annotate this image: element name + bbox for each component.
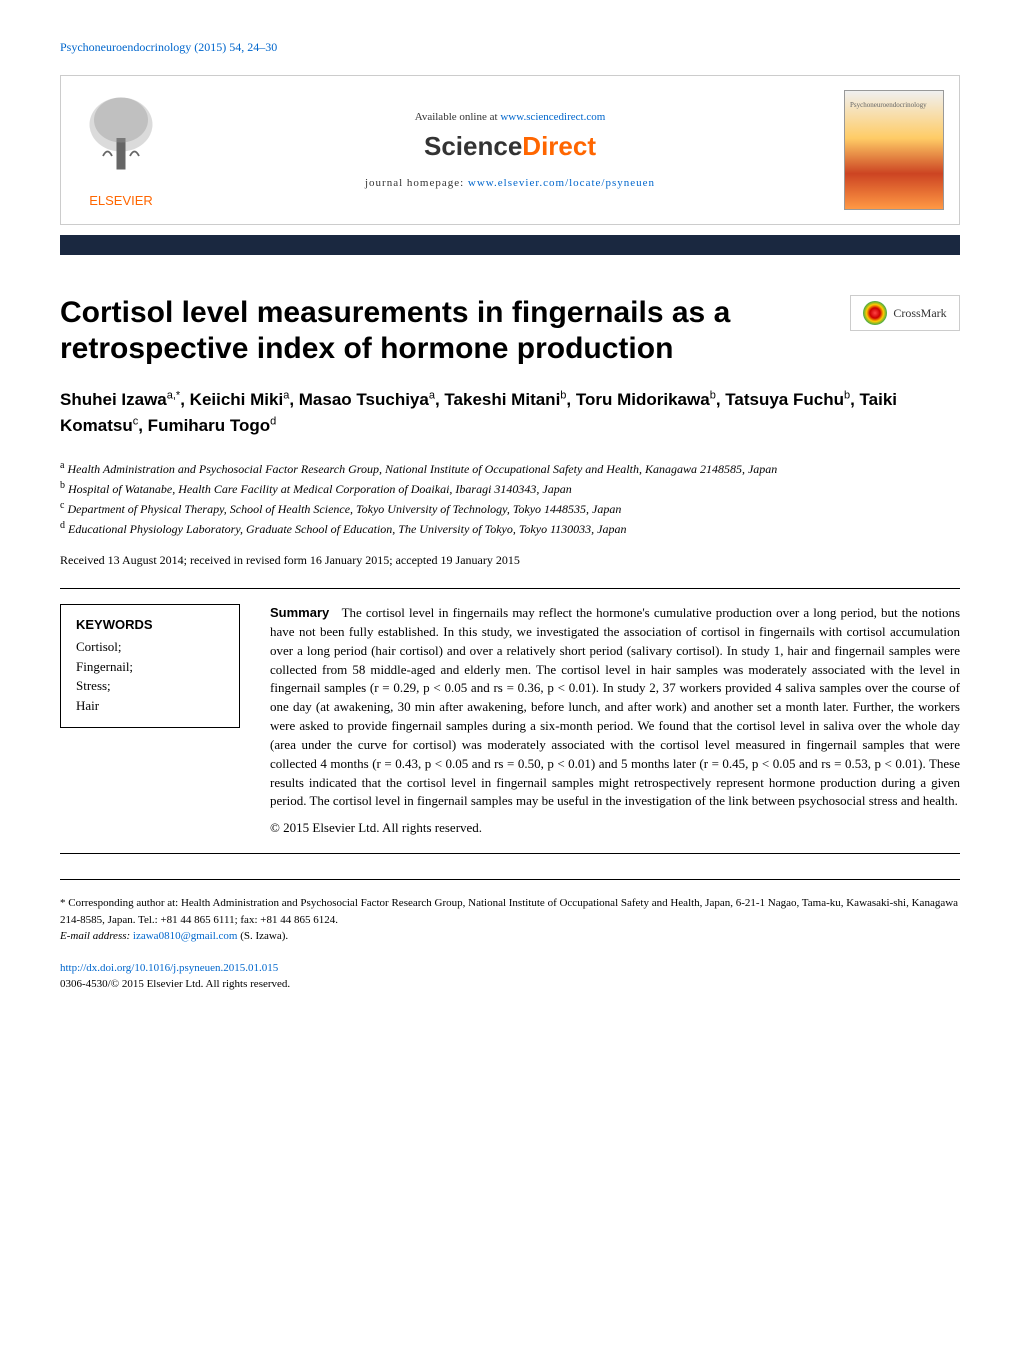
crossmark-icon	[863, 301, 887, 325]
crossmark-text: CrossMark	[893, 306, 946, 321]
journal-header-banner: ELSEVIER Available online at www.science…	[60, 75, 960, 225]
keywords-box: KEYWORDS Cortisol;Fingernail;Stress;Hair	[60, 604, 240, 728]
available-online-text: Available online at www.sciencedirect.co…	[181, 111, 839, 123]
summary-label: Summary	[270, 605, 329, 620]
sd-direct-text: Direct	[522, 131, 596, 161]
elsevier-logo: ELSEVIER	[61, 83, 181, 218]
journal-homepage-text: journal homepage: www.elsevier.com/locat…	[181, 177, 839, 189]
keywords-heading: KEYWORDS	[76, 617, 224, 632]
doi-link[interactable]: http://dx.doi.org/10.1016/j.psyneuen.201…	[60, 960, 960, 977]
sciencedirect-logo: ScienceDirect	[181, 131, 839, 162]
cover-title: Psychoneuroendocrinology	[850, 101, 927, 109]
journal-reference: Psychoneuroendocrinology (2015) 54, 24–3…	[60, 40, 960, 55]
email-link[interactable]: izawa0810@gmail.com	[133, 930, 238, 942]
issn-copyright: 0306-4530/© 2015 Elsevier Ltd. All right…	[60, 976, 960, 993]
banner-center: Available online at www.sciencedirect.co…	[181, 111, 839, 189]
journal-cover-image: Psychoneuroendocrinology	[844, 90, 944, 210]
footer-divider	[60, 879, 960, 880]
corresponding-text: * Corresponding author at: Health Admini…	[60, 895, 960, 928]
journal-cover: Psychoneuroendocrinology	[839, 85, 959, 215]
title-row: Cortisol level measurements in fingernai…	[60, 295, 960, 367]
article-title: Cortisol level measurements in fingernai…	[60, 295, 830, 367]
affiliation-c: c Department of Physical Therapy, School…	[60, 498, 960, 518]
corresponding-email-line: E-mail address: izawa0810@gmail.com (S. …	[60, 928, 960, 945]
crossmark-badge[interactable]: CrossMark	[850, 295, 960, 331]
affiliations: a Health Administration and Psychosocial…	[60, 458, 960, 538]
divider-top	[60, 588, 960, 589]
abstract-section: KEYWORDS Cortisol;Fingernail;Stress;Hair…	[60, 604, 960, 838]
authors-list: Shuhei Izawaa,*, Keiichi Mikia, Masao Ts…	[60, 387, 960, 438]
summary-copyright: © 2015 Elsevier Ltd. All rights reserved…	[270, 819, 960, 838]
article-dates: Received 13 August 2014; received in rev…	[60, 553, 960, 568]
summary-text: The cortisol level in fingernails may re…	[270, 605, 960, 808]
email-suffix: (S. Izawa).	[237, 930, 288, 942]
divider-bottom	[60, 853, 960, 854]
corresponding-author: * Corresponding author at: Health Admini…	[60, 895, 960, 945]
doi-section: http://dx.doi.org/10.1016/j.psyneuen.201…	[60, 960, 960, 993]
email-label: E-mail address:	[60, 930, 133, 942]
affiliation-a: a Health Administration and Psychosocial…	[60, 458, 960, 478]
available-label: Available online at	[415, 111, 501, 123]
summary-box: Summary The cortisol level in fingernail…	[270, 604, 960, 838]
sciencedirect-url[interactable]: www.sciencedirect.com	[500, 111, 605, 123]
dark-separator-bar	[60, 235, 960, 255]
homepage-label: journal homepage:	[365, 177, 468, 189]
elsevier-tree-icon	[76, 93, 166, 183]
sd-science-text: Science	[424, 131, 522, 161]
journal-homepage-link[interactable]: www.elsevier.com/locate/psyneuen	[468, 177, 655, 189]
affiliation-b: b Hospital of Watanabe, Health Care Faci…	[60, 478, 960, 498]
affiliation-d: d Educational Physiology Laboratory, Gra…	[60, 518, 960, 538]
keywords-list: Cortisol;Fingernail;Stress;Hair	[76, 637, 224, 715]
elsevier-name: ELSEVIER	[71, 193, 171, 208]
